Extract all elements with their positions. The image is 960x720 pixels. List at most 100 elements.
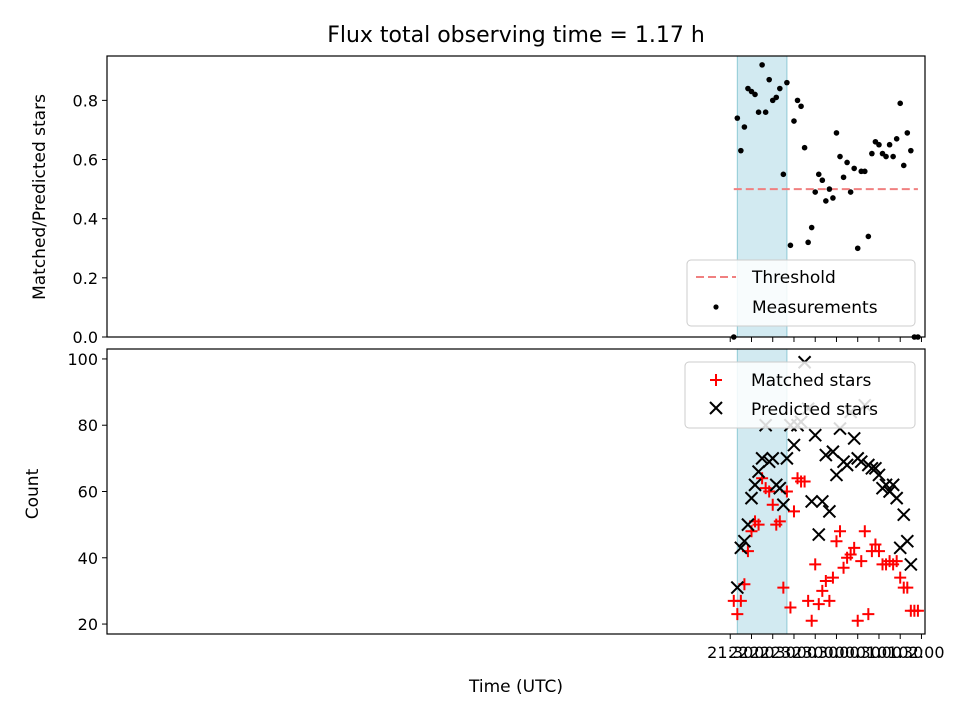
matched-star-point: [844, 548, 857, 561]
matched-star-point: [851, 614, 864, 627]
matched-star-point: [763, 485, 776, 498]
predicted-star-point: [744, 491, 759, 505]
measurement-point: [773, 94, 780, 101]
predicted-star-point: [904, 557, 918, 572]
matched-star-point: [894, 571, 907, 584]
y-tick-label: 80: [78, 416, 98, 435]
measurement-point: [851, 165, 857, 172]
measurement-point: [908, 147, 914, 154]
measurement-point: [780, 171, 787, 178]
measurement-point: [869, 150, 875, 157]
x-tick-label: 01:30: [877, 643, 923, 662]
predicted-star-point: [829, 468, 844, 482]
matched-star-point: [805, 614, 818, 627]
predicted-star-point: [780, 451, 794, 466]
y-tick-label: 100: [67, 350, 98, 369]
ratio-legend: Threshold Measurements: [686, 259, 916, 327]
predicted-star-point: [847, 431, 861, 446]
predicted-star-point: [751, 464, 766, 479]
y-tick-label: 0.0: [73, 328, 98, 347]
measurement-point: [823, 198, 829, 204]
predicted-star-point: [868, 461, 883, 476]
predicted-star-point: [755, 451, 769, 466]
measurement-point: [734, 115, 741, 121]
measurement-point: [815, 171, 822, 178]
matched-star-point: [731, 608, 744, 621]
measurement-point: [805, 239, 811, 246]
matched-star-point: [773, 515, 786, 528]
measurement-point: [762, 109, 769, 115]
matched-star-point: [869, 538, 882, 551]
x-tick-label: 01:00: [856, 643, 902, 662]
matched-star-point: [872, 545, 885, 558]
measurement-point: [854, 245, 861, 252]
matched-star-point: [802, 594, 815, 607]
matched-star-point: [816, 584, 829, 597]
predicted-star-point: [766, 451, 780, 466]
chart-title: Flux total observing time = 1.17 h: [327, 23, 705, 48]
predicted-star-point: [776, 498, 791, 512]
measurement-point: [798, 103, 804, 110]
matched-star-point: [752, 518, 765, 531]
matched-star-point: [837, 561, 850, 574]
predicted-star-point: [812, 527, 826, 542]
measurement-point: [741, 124, 748, 130]
count-legend: Matched stars Predicted stars: [684, 361, 916, 429]
matched-star-point: [819, 574, 832, 587]
count-ylabel: Count: [23, 468, 43, 519]
measurement-point: [876, 141, 882, 148]
matched-star-point: [911, 604, 924, 617]
y-tick-label: 60: [78, 483, 98, 502]
matched-star-point: [734, 594, 747, 607]
predicted-star-point: [900, 534, 915, 548]
measurement-point: [801, 144, 808, 151]
measurement-point: [883, 153, 889, 160]
legend-measurements-swatch: [713, 304, 719, 310]
measurement-point: [844, 159, 850, 166]
measurement-point: [777, 85, 783, 92]
measurement-point: [904, 130, 911, 136]
predicted-star-point: [741, 517, 755, 532]
legend-measurements-label: Measurements: [752, 298, 878, 318]
predicted-star-point: [822, 504, 837, 519]
measurement-point: [862, 168, 868, 175]
matched-star-point: [848, 541, 861, 554]
predicted-star-point: [840, 458, 854, 472]
x-tick-label: 22:00: [728, 643, 774, 662]
predicted-star-point: [808, 428, 822, 442]
measurement-point: [791, 118, 797, 124]
matched-star-point: [855, 555, 868, 568]
predicted-star-point: [819, 448, 833, 462]
legend-threshold-label: Threshold: [751, 268, 836, 288]
x-tick-label: 02:00: [898, 643, 944, 662]
measurement-point: [787, 242, 794, 249]
count-panel: 20 40 60 80 100 21:3022:0022:3023:0023:3000:0…: [23, 348, 945, 697]
measurement-point: [826, 186, 833, 192]
measurement-point: [830, 195, 836, 201]
predicted-star-point: [889, 491, 904, 505]
matched-star-point: [826, 571, 839, 584]
predicted-star-point: [815, 494, 830, 509]
matched-star-point: [812, 598, 825, 611]
matched-star-point: [890, 555, 903, 568]
predicted-star-point: [804, 494, 819, 509]
y-tick-label: 0.6: [73, 151, 98, 170]
predicted-star-point: [826, 445, 840, 459]
legend-predicted-label: Predicted stars: [751, 400, 878, 420]
legend-predicted-swatch: [709, 401, 723, 415]
measurement-point: [752, 91, 758, 98]
measurement-point: [784, 79, 790, 86]
measurement-point: [819, 177, 826, 184]
predicted-star-point: [730, 580, 745, 595]
predicted-star-point: [897, 507, 911, 522]
x-axis-label: Time (UTC): [468, 677, 563, 697]
x-tick-label: 00:00: [813, 643, 859, 662]
measurement-point: [766, 76, 772, 83]
measurement-point: [837, 153, 843, 160]
predicted-star-point: [886, 478, 900, 492]
measurement-point: [808, 224, 815, 231]
measurement-point: [840, 174, 847, 181]
measurement-point: [755, 109, 762, 115]
y-tick-label: 20: [78, 615, 98, 634]
